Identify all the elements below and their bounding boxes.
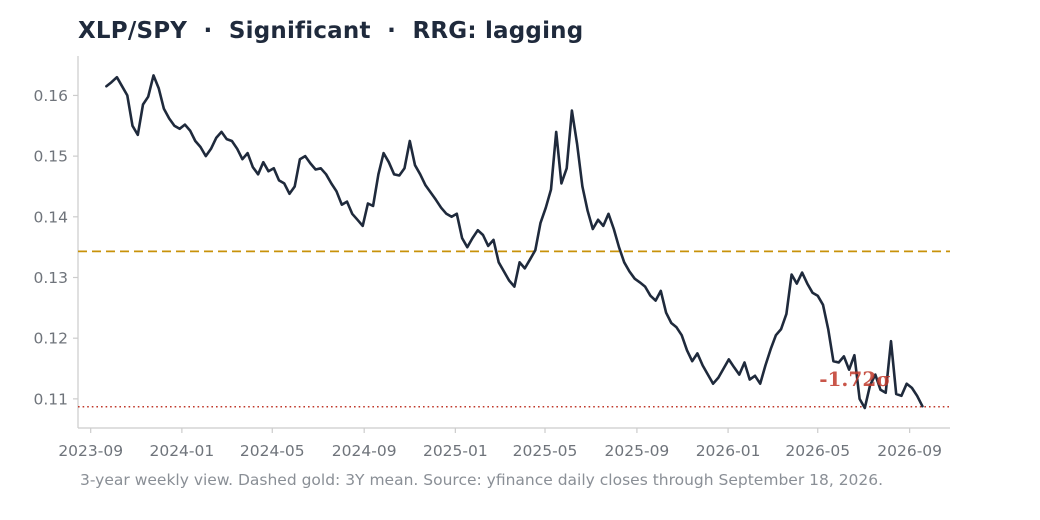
series-line (105, 74, 924, 410)
x-tick-label: 2024-01 (149, 442, 214, 460)
x-tick-label: 2025-09 (605, 442, 670, 460)
y-tick-label: 0.11 (33, 390, 68, 408)
annotation-group: -1.72σ (819, 367, 891, 391)
y-tick-label: 0.15 (33, 148, 68, 166)
x-tick-label: 2026-01 (696, 442, 761, 460)
series-group (105, 74, 924, 410)
sigma-annotation: -1.72σ (819, 367, 891, 391)
reference-lines (78, 250, 950, 408)
x-tick-label: 2024-09 (332, 442, 397, 460)
y-tick-label: 0.16 (33, 87, 68, 105)
x-tick-label: 2026-09 (877, 442, 942, 460)
x-tick-label: 2023-09 (58, 442, 123, 460)
y-tick-label: 0.14 (33, 208, 68, 226)
y-tick-label: 0.13 (33, 269, 68, 287)
y-tick-label: 0.12 (33, 330, 68, 348)
x-tick-label: 2025-01 (423, 442, 488, 460)
chart-title: XLP/SPY · Significant · RRG: lagging (78, 18, 584, 44)
chart-caption: 3-year weekly view. Dashed gold: 3Y mean… (80, 471, 884, 489)
x-tick-label: 2024-05 (240, 442, 305, 460)
x-tick-label: 2026-05 (785, 442, 850, 460)
chart-axes: 0.11 0.12 0.13 0.14 0.15 0.16 2023-09 2024-01 20… (33, 56, 950, 460)
x-tick-label: 2025-05 (513, 442, 578, 460)
